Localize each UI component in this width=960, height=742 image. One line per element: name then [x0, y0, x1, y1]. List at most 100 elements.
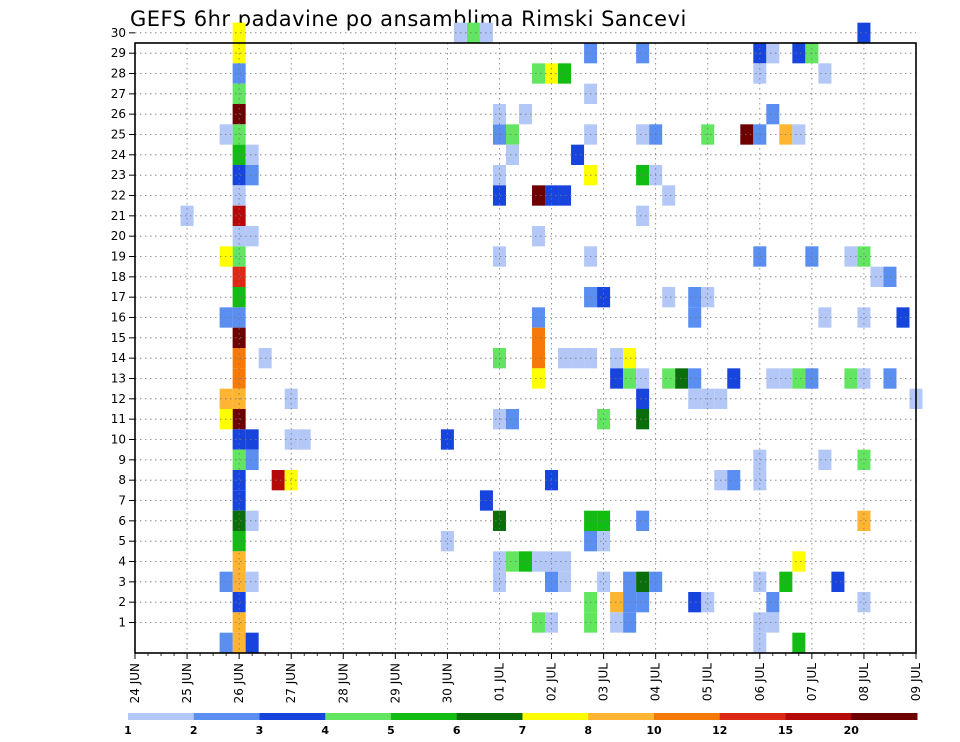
y-tick-label: 8 [118, 473, 126, 487]
precip-cell [245, 165, 259, 186]
y-tick-label: 25 [111, 128, 126, 142]
x-tick-label: 06 JUL [753, 663, 767, 701]
precip-cell [610, 592, 624, 613]
precip-cell [766, 104, 780, 125]
precip-cell [753, 612, 767, 633]
colorbar-label: 4 [321, 724, 329, 737]
colorbar-label: 1 [124, 724, 132, 737]
precip-cell [636, 205, 650, 226]
precip-cell [545, 612, 559, 633]
precip-cell [766, 43, 780, 64]
precip-cell [792, 43, 806, 64]
x-tick-label: 01 JUL [492, 663, 506, 701]
precip-cell [597, 571, 611, 592]
chart-title: GEFS 6hr padavine po ansamblima Rimski S… [130, 7, 687, 31]
precip-cell [532, 226, 546, 247]
colorbar-swatch [193, 713, 260, 720]
precip-cell [636, 592, 650, 613]
precip-cell [753, 571, 767, 592]
y-tick-label: 5 [118, 534, 126, 548]
precip-cell [532, 63, 546, 84]
precip-cell [857, 592, 871, 613]
precip-cell [297, 429, 311, 450]
precip-cell [753, 632, 767, 653]
precip-cell [636, 388, 650, 409]
y-tick-label: 6 [118, 514, 126, 528]
colorbar-label: 12 [712, 724, 727, 737]
precip-cell [662, 287, 676, 308]
precip-cell [558, 571, 572, 592]
precip-cell [532, 612, 546, 633]
precip-cell [727, 470, 741, 491]
precip-cell [219, 632, 233, 653]
colorbar-swatch [391, 713, 458, 720]
colorbar-swatch [128, 713, 195, 720]
y-tick-label: 21 [111, 209, 126, 223]
precip-cell [740, 124, 754, 145]
precip-cell [505, 144, 519, 165]
y-tick-label: 26 [111, 107, 126, 121]
precip-cell [492, 571, 506, 592]
precip-cell [245, 144, 259, 165]
grid-lines [135, 32, 916, 653]
precip-cell [558, 185, 572, 206]
precip-cell [232, 287, 246, 308]
precip-cell [857, 246, 871, 267]
precip-cell [532, 327, 546, 348]
colorbar-label: 15 [778, 724, 793, 737]
precip-cell [610, 612, 624, 633]
x-tick-label: 25 JUN [180, 663, 194, 703]
y-tick-label: 19 [111, 250, 126, 264]
y-tick-label: 12 [111, 392, 126, 406]
colorbar-swatch [785, 713, 852, 720]
precip-cell [610, 348, 624, 369]
precip-cell [597, 287, 611, 308]
precip-cell [870, 266, 884, 287]
y-tick-label: 2 [118, 595, 126, 609]
precip-cell [636, 510, 650, 531]
precip-cell [688, 592, 702, 613]
precip-cell [857, 22, 871, 43]
precip-cell [492, 185, 506, 206]
x-tick-label: 29 JUN [388, 663, 402, 703]
precip-cell [818, 449, 832, 470]
precip-cell [232, 571, 246, 592]
precip-cell [636, 409, 650, 430]
precip-cell [857, 510, 871, 531]
y-tick-label: 11 [111, 412, 126, 426]
colorbar-swatch [325, 713, 392, 720]
precip-cell [857, 449, 871, 470]
precip-cell [545, 185, 559, 206]
precip-cell [545, 470, 559, 491]
x-tick-label: 04 JUL [649, 663, 663, 701]
precip-cell [623, 348, 637, 369]
x-tick-label: 30 JUN [440, 663, 454, 703]
precip-cell [545, 551, 559, 572]
precip-cell [610, 368, 624, 389]
precip-cell [896, 307, 910, 328]
precip-cell [466, 22, 480, 43]
precip-cell [505, 551, 519, 572]
precip-cell [492, 246, 506, 267]
precip-cell [636, 368, 650, 389]
y-tick-label: 23 [111, 168, 126, 182]
y-tick-label: 15 [111, 331, 126, 345]
colorbar-swatch [719, 713, 786, 720]
y-tick-label: 22 [111, 189, 126, 203]
x-tick-label: 03 JUL [597, 663, 611, 701]
colorbar: 1 2 3 4 5 6 7 8 10 12 15 20 [124, 713, 918, 737]
precip-cell [597, 510, 611, 531]
colorbar-swatch [654, 713, 721, 720]
x-tick-label: 05 JUL [701, 663, 715, 701]
precip-cell [492, 510, 506, 531]
precip-cell [245, 449, 259, 470]
precip-cell [245, 571, 259, 592]
precip-cell [766, 612, 780, 633]
colorbar-swatch [851, 713, 918, 720]
colorbar-label: 20 [844, 724, 860, 737]
precip-cell [636, 43, 650, 64]
y-axis: 1234567891011121314151617181920212223242… [111, 26, 135, 630]
precip-cell [701, 287, 715, 308]
precip-cell [753, 449, 767, 470]
precip-cell [636, 165, 650, 186]
